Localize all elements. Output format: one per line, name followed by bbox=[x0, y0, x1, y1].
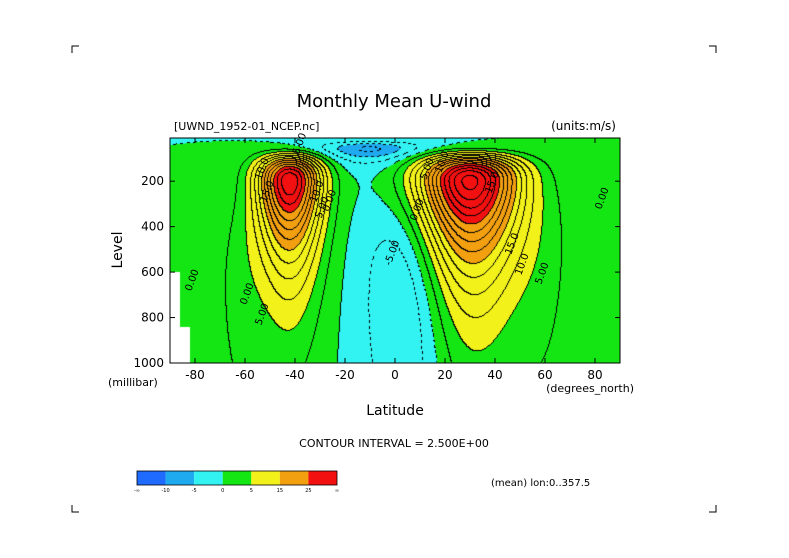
colorbar-label: 5 bbox=[250, 488, 253, 494]
colorbar-swatch bbox=[165, 471, 195, 485]
dataset-label: [UWND_1952-01_NCEP.nc] bbox=[174, 120, 319, 133]
y-tick-label: 200 bbox=[141, 174, 164, 188]
colorbar-swatch bbox=[137, 471, 166, 485]
colorbar-label: 25 bbox=[305, 488, 311, 494]
crop-marks bbox=[71, 45, 717, 513]
colorbar-label: -∞ bbox=[134, 488, 140, 494]
units-label: (units:m/s) bbox=[551, 119, 616, 133]
colorbar: -∞ -10 -5 0 5 15 25 ∞ bbox=[134, 470, 339, 494]
colorbar-swatch bbox=[279, 471, 309, 485]
x-tick-label: -40 bbox=[285, 368, 305, 382]
x-axis-ticks: -80 -60 -40 -20 0 20 40 60 80 bbox=[185, 138, 603, 382]
colorbar-swatch bbox=[194, 471, 223, 485]
y-tick-label: 800 bbox=[141, 311, 164, 325]
colorbar-swatch bbox=[222, 471, 252, 485]
colorbar-label: -10 bbox=[161, 488, 169, 494]
y-tick-label: 400 bbox=[141, 220, 164, 234]
colorbar-frame bbox=[136, 470, 338, 486]
x-tick-label: -60 bbox=[235, 368, 255, 382]
x-axis-title: Latitude bbox=[366, 403, 424, 419]
x-axis-units: (degrees_north) bbox=[546, 382, 634, 395]
colorbar-label: 15 bbox=[277, 488, 283, 494]
y-axis-units: (millibar) bbox=[108, 376, 158, 389]
contour-interval-note: CONTOUR INTERVAL = 2.500E+00 bbox=[299, 437, 489, 450]
y-tick-label: 600 bbox=[141, 265, 164, 279]
y-axis-ticks: 200 400 600 800 1000 bbox=[133, 174, 620, 370]
x-tick-label: -80 bbox=[185, 368, 205, 382]
x-tick-label: 20 bbox=[437, 368, 452, 382]
colorbar-swatch bbox=[308, 471, 337, 485]
chart-title: Monthly Mean U-wind bbox=[297, 91, 492, 112]
x-tick-label: 60 bbox=[537, 368, 552, 382]
averaging-note: (mean) lon:0..357.5 bbox=[491, 478, 590, 489]
wind-field-heatmap bbox=[170, 138, 620, 363]
colorbar-label: 0 bbox=[221, 488, 224, 494]
x-tick-label: -20 bbox=[335, 368, 355, 382]
colorbar-label: ∞ bbox=[335, 488, 339, 494]
x-tick-label: 80 bbox=[587, 368, 602, 382]
x-tick-label: 40 bbox=[487, 368, 502, 382]
colorbar-label: -5 bbox=[192, 488, 197, 494]
colorbar-swatch bbox=[251, 471, 280, 485]
y-tick-label: 1000 bbox=[133, 356, 164, 370]
x-tick-label: 0 bbox=[391, 368, 399, 382]
y-axis-title: Level bbox=[110, 232, 126, 269]
